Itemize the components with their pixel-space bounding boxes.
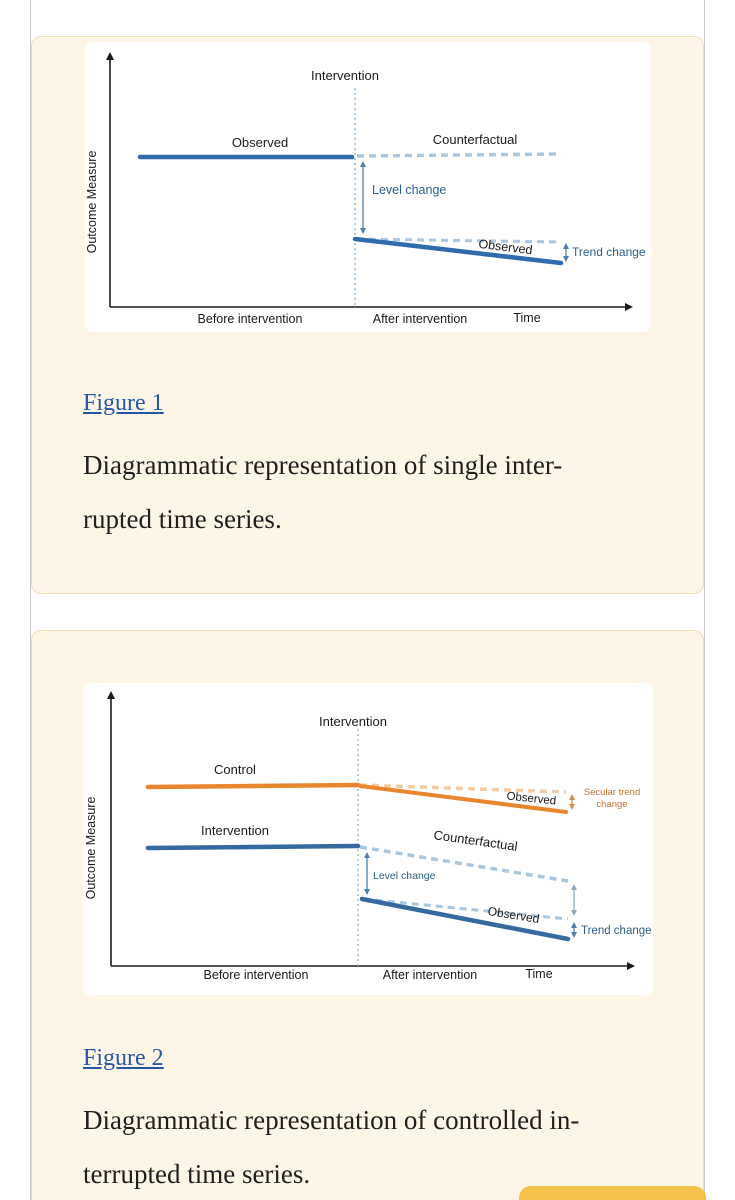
svg-text:Trend change: Trend change <box>572 245 646 259</box>
caption-line: rupted time series. <box>83 504 282 534</box>
svg-text:Intervention: Intervention <box>319 714 387 729</box>
svg-text:Outcome Measure: Outcome Measure <box>84 797 98 900</box>
svg-text:Counterfactual: Counterfactual <box>432 132 517 147</box>
svg-text:Secular trend: Secular trend <box>583 787 640 798</box>
svg-text:Level change: Level change <box>373 870 436 882</box>
svg-text:Observed: Observed <box>505 790 556 807</box>
svg-text:Intervention: Intervention <box>201 823 269 838</box>
figure1-caption: Diagrammatic representation of single in… <box>83 438 655 546</box>
svg-text:Control: Control <box>214 762 256 777</box>
svg-text:Level change: Level change <box>372 183 446 197</box>
caption-line: Diagrammatic representation of controlle… <box>83 1105 580 1135</box>
svg-text:Intervention: Intervention <box>311 68 379 83</box>
figure1-image[interactable]: Intervention Observed Counterfactual Level … <box>84 42 651 332</box>
figure2-image[interactable]: Intervention Control Observed Secular trend… <box>82 683 653 995</box>
svg-text:Time: Time <box>525 967 552 981</box>
svg-text:After intervention: After intervention <box>372 312 467 326</box>
controlled-its-diagram: Intervention Control Observed Secular trend… <box>84 691 652 982</box>
svg-text:Observed: Observed <box>477 237 533 258</box>
svg-text:Counterfactual: Counterfactual <box>432 827 518 854</box>
article-content-column: Intervention Observed Counterfactual Level … <box>30 0 705 1200</box>
svg-text:Outcome Measure: Outcome Measure <box>85 151 99 254</box>
svg-text:Observed: Observed <box>231 135 287 150</box>
figure2-link[interactable]: Figure 2 <box>83 1045 164 1071</box>
caption-line: terrupted time series. <box>83 1159 311 1189</box>
single-its-diagram: Intervention Observed Counterfactual Level … <box>85 52 646 326</box>
svg-text:Trend change: Trend change <box>581 925 652 937</box>
figure2-card: Intervention Control Observed Secular trend… <box>31 630 704 1200</box>
svg-text:change: change <box>596 799 627 810</box>
figure1-link[interactable]: Figure 1 <box>83 390 164 416</box>
svg-text:Time: Time <box>513 311 540 325</box>
bottom-drawer-button[interactable] <box>519 1186 706 1200</box>
figure2-caption: Diagrammatic representation of controlle… <box>83 1093 655 1200</box>
svg-text:Before intervention: Before intervention <box>197 312 302 326</box>
svg-text:After intervention: After intervention <box>382 968 477 982</box>
caption-line: Diagrammatic representation of single in… <box>83 450 563 480</box>
figure1-card: Intervention Observed Counterfactual Level … <box>31 36 704 594</box>
svg-text:Before intervention: Before intervention <box>203 968 308 982</box>
